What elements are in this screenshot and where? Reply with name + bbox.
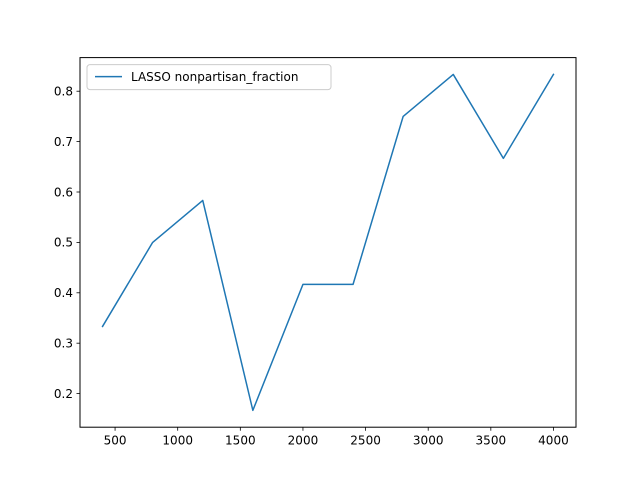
y-tick-label: 0.4 — [54, 286, 73, 300]
legend: LASSO nonpartisan_fraction — [86, 64, 332, 91]
x-tick-label: 1000 — [162, 434, 193, 448]
y-axis: 0.2 0.3 0.4 0.5 0.6 0.7 0.8 — [54, 85, 80, 401]
legend-label: LASSO nonpartisan_fraction — [131, 70, 298, 84]
x-axis: 500 1000 1500 2000 2500 3000 3500 4000 — [104, 427, 569, 448]
x-tick-label: 3000 — [413, 434, 444, 448]
x-tick-label: 500 — [104, 434, 127, 448]
y-tick-label: 0.5 — [54, 236, 73, 250]
y-tick-label: 0.3 — [54, 336, 73, 350]
y-tick-label: 0.6 — [54, 185, 73, 199]
y-tick-label: 0.7 — [54, 135, 73, 149]
legend-box — [86, 64, 332, 91]
x-tick-label: 1500 — [225, 434, 256, 448]
x-tick-label: 2000 — [288, 434, 319, 448]
series-layer — [101, 73, 555, 412]
y-tick-label: 0.8 — [54, 85, 73, 99]
series-line — [101, 73, 555, 412]
y-tick-label: 0.2 — [54, 387, 73, 401]
x-tick-label: 2500 — [350, 434, 381, 448]
x-tick-label: 3500 — [476, 434, 507, 448]
x-tick-label: 4000 — [538, 434, 569, 448]
